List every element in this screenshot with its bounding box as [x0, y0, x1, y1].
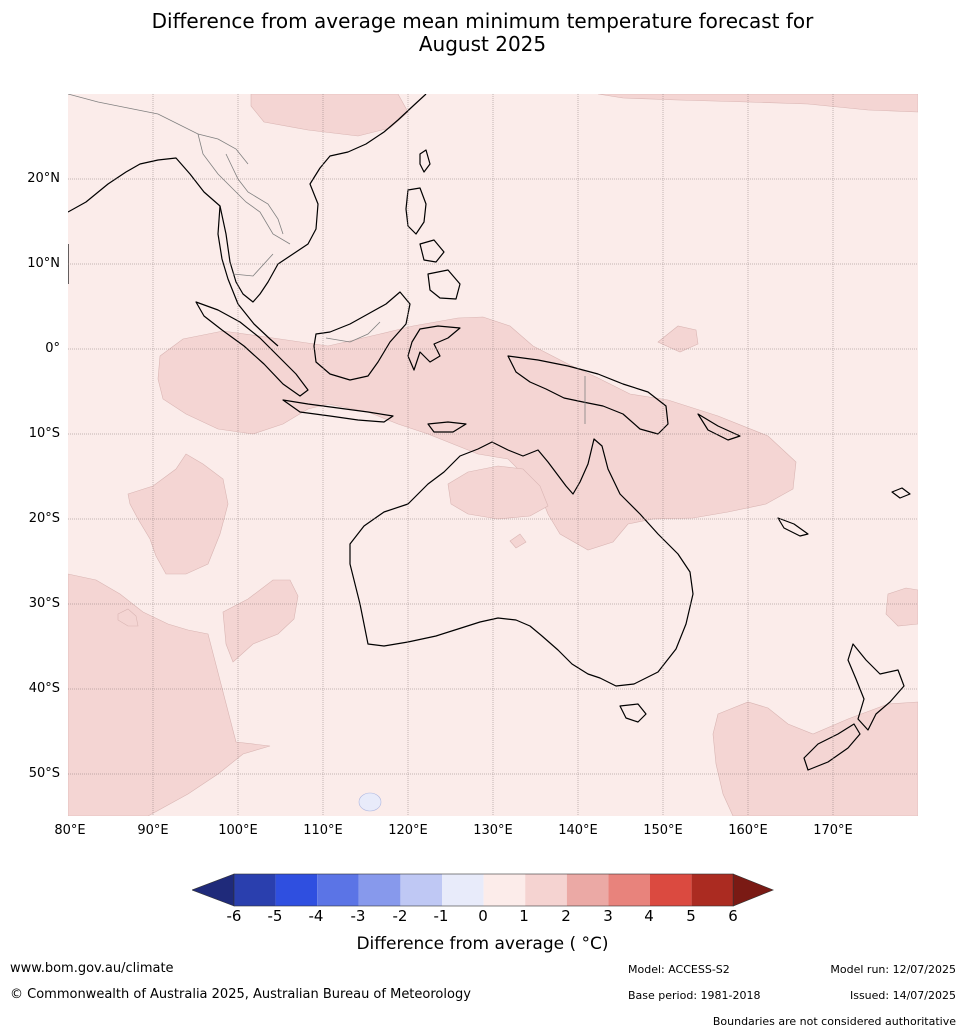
boundary-asia-2: [197, 133, 291, 245]
lon-label: 170°E: [813, 823, 853, 838]
anomaly-region-ne-pacific: [597, 94, 918, 113]
anomaly-region-east-pacific-small: [885, 587, 918, 627]
colorbar-cell: [317, 874, 359, 906]
coast-fiji: [891, 487, 911, 499]
colorbar-cell: [525, 874, 567, 906]
colorbar-cell: [608, 874, 650, 906]
colorbar-title: Difference from average ( °C): [356, 934, 609, 954]
anomaly-warm-regions: [68, 94, 918, 816]
lon-label: 130°E: [473, 823, 513, 838]
copyright-text: © Commonwealth of Australia 2025, Austra…: [10, 987, 471, 1002]
coast-philippines-mindanao: [427, 269, 461, 300]
map-title: Difference from average mean minimum tem…: [0, 10, 965, 56]
coast-malay-peninsula: [217, 205, 279, 347]
anomaly-region-coral-sea: [657, 325, 699, 353]
colorbar-extend-low: [192, 873, 235, 907]
coast-timor: [427, 421, 467, 433]
coast-new-zealand-south: [803, 723, 861, 771]
colorbar-label: 5: [686, 907, 696, 925]
colorbar-label: -1: [433, 907, 449, 925]
colorbar-cells: [192, 873, 774, 907]
coast-new-caledonia: [777, 517, 809, 537]
lon-label: 90°E: [137, 823, 169, 838]
boundary-borneo: [325, 321, 381, 343]
anomaly-region-south-australia-small: [509, 533, 527, 549]
colorbar-label: 2: [561, 907, 571, 925]
colorbar-cell: [234, 874, 276, 906]
lon-label: 150°E: [643, 823, 683, 838]
lat-label: 20°N: [27, 171, 60, 186]
anomaly-region-south-indian-west: [68, 573, 271, 816]
lat-label: 30°S: [28, 596, 60, 611]
colorbar-cell: [483, 874, 526, 906]
colorbar-label: -2: [392, 907, 408, 925]
colorbar-label: 4: [644, 907, 654, 925]
lon-label: 80°E: [54, 823, 86, 838]
coast-australia: [349, 438, 694, 687]
colorbar-cell: [442, 874, 484, 906]
lat-label: 20°S: [28, 511, 60, 526]
lon-label: 110°E: [303, 823, 343, 838]
coast-philippines-visayas: [419, 239, 445, 263]
country-boundaries: [68, 94, 586, 424]
colorbar-label: 3: [603, 907, 613, 925]
lon-label: 160°E: [728, 823, 768, 838]
colorbar-label: -3: [350, 907, 366, 925]
boundary-asia-4: [232, 253, 274, 277]
forecast-map: [68, 94, 918, 816]
graticule: [68, 94, 918, 816]
colorbar-label: 0: [478, 907, 488, 925]
lon-label: 100°E: [218, 823, 258, 838]
boundary-asia-1: [68, 94, 249, 165]
colorbar-frame: [233, 873, 734, 907]
colorbar-label: -4: [308, 907, 324, 925]
coast-taiwan: [419, 149, 431, 173]
anomaly-region-north-australia: [447, 465, 549, 520]
coast-philippines-luzon: [405, 187, 427, 235]
coast-solomon-islands: [697, 413, 741, 441]
anomaly-region-north-pacific: [250, 94, 409, 137]
colorbar-cell: [650, 874, 692, 906]
colorbar-cell: [566, 874, 609, 906]
model-name: Model: ACCESS-S2: [628, 963, 730, 976]
coast-sumatra: [195, 301, 309, 397]
lon-label: 120°E: [388, 823, 428, 838]
colorbar-label: 1: [519, 907, 529, 925]
anomaly-region-south-indian-east: [222, 579, 299, 663]
website-link[interactable]: www.bom.gov.au/climate: [10, 961, 174, 976]
colorbar-cell: [275, 874, 318, 906]
boundary-disclaimer: Boundaries are not considered authoritat…: [712, 1015, 956, 1028]
colorbar: [192, 873, 774, 907]
anomaly-region-small-west: [117, 608, 139, 627]
coast-sulawesi: [407, 325, 461, 371]
colorbar-cell: [400, 874, 442, 906]
lat-label: 10°S: [28, 426, 60, 441]
colorbar-cell: [691, 874, 734, 906]
colorbar-label: -5: [267, 907, 283, 925]
model-run-date: Model run: 12/07/2025: [830, 963, 956, 976]
anomaly-cool-patch: [358, 792, 382, 812]
colorbar-extend-high: [732, 873, 774, 907]
coast-asia-mainland: [68, 94, 427, 303]
colorbar-cell: [358, 874, 401, 906]
coast-tasmania: [619, 703, 647, 723]
anomaly-region-maritime: [157, 316, 797, 551]
title-line-2: August 2025: [418, 32, 547, 56]
issued-date: Issued: 14/07/2025: [849, 989, 956, 1002]
coastlines: [68, 94, 911, 771]
lat-label: 0°: [45, 341, 60, 356]
title-line-1: Difference from average mean minimum tem…: [151, 9, 814, 33]
anomaly-region-tasman-new-zealand: [712, 701, 918, 816]
coast-new-guinea: [507, 355, 669, 435]
boundary-asia-3: [225, 153, 284, 235]
lat-label: 50°S: [28, 766, 60, 781]
lat-label: 40°S: [28, 681, 60, 696]
lon-label: 140°E: [558, 823, 598, 838]
lat-label: 10°N: [27, 256, 60, 271]
base-period: Base period: 1981-2018: [628, 989, 761, 1002]
colorbar-label: 6: [728, 907, 738, 925]
coast-new-zealand-north: [847, 643, 905, 731]
colorbar-label: -6: [226, 907, 242, 925]
